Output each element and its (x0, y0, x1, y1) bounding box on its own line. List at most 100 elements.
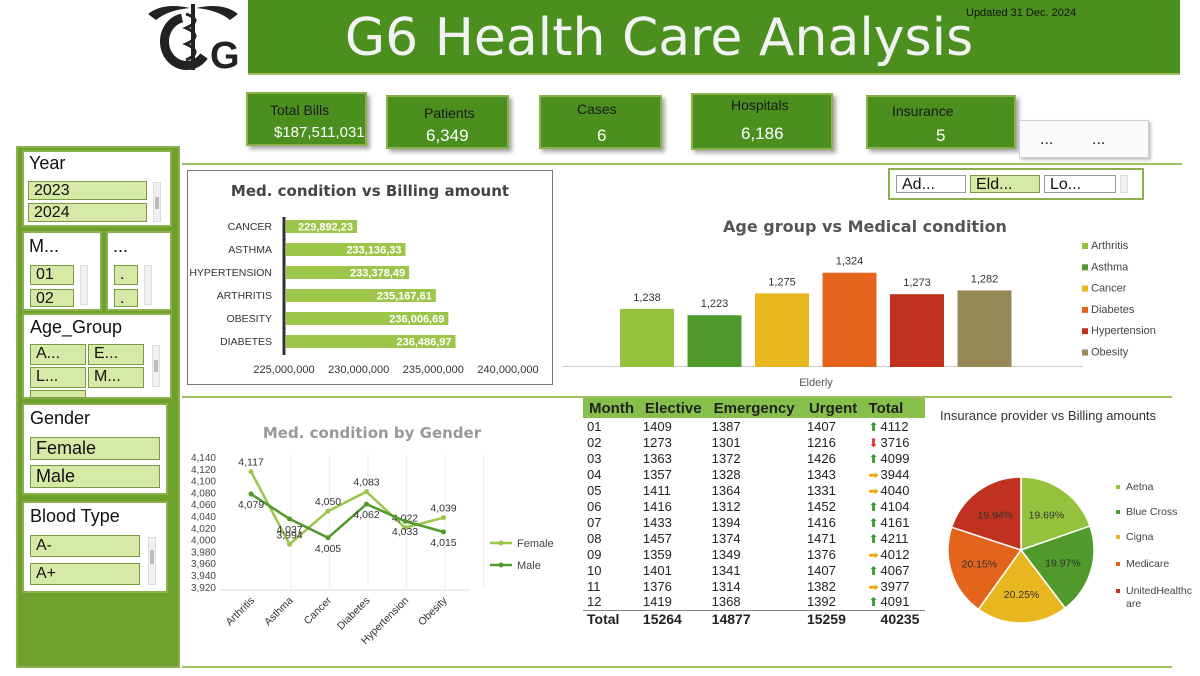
blood-type-scrollbar[interactable] (148, 537, 156, 585)
header-divider (248, 73, 1180, 75)
gender-point (441, 515, 446, 521)
cell-emergency: 1341 (711, 562, 741, 578)
month-chip[interactable]: 01 (30, 265, 74, 285)
col-header-month: Month (583, 398, 639, 418)
age-bar (687, 315, 742, 367)
gender-value-label: 4,117 (238, 457, 264, 469)
admission-chip[interactable]: Eld... (970, 175, 1040, 193)
day-chip[interactable]: . (114, 289, 138, 307)
month-chip[interactable]: 02 (30, 289, 74, 307)
extra-slicer-item[interactable]: ... (1040, 131, 1054, 148)
total-value: 4161 (880, 514, 910, 530)
gender-y-tick: 3,920 (191, 583, 216, 594)
age-bar (620, 308, 674, 367)
age-legend-swatch (1082, 243, 1088, 249)
billing-x-tick: 230,000,000 (328, 364, 389, 376)
extra-slicer[interactable]: ... ... (1019, 120, 1149, 158)
day-chip[interactable]: . (114, 265, 138, 285)
age-bar (822, 272, 877, 367)
cell-elective: 1416 (642, 498, 672, 514)
age-value-label: 1,282 (971, 273, 999, 285)
total-value: 3716 (880, 434, 910, 450)
day-scrollbar[interactable] (144, 265, 152, 305)
cell-total: ⬆ 4091 (863, 594, 925, 610)
age-group-chip[interactable]: A... (30, 344, 86, 365)
age-group-chip[interactable]: L... (30, 367, 86, 388)
kpi-value: 6,349 (426, 126, 469, 145)
age-group-chip-more[interactable] (30, 390, 86, 398)
gender-legend-marker (498, 562, 504, 568)
day-slicer: ... . . (106, 231, 172, 311)
pie-slice (950, 476, 1022, 552)
gender-y-tick: 3,960 (191, 559, 216, 570)
arrow-up-icon: ⬆ (868, 531, 879, 546)
cell-month: 01 (587, 418, 602, 434)
gender-point (364, 501, 369, 507)
gender-value-label: 3,994 (276, 529, 302, 541)
section-divider (182, 396, 1172, 398)
billing-value-label: 229,892,23 (298, 222, 353, 234)
year-chip[interactable]: 2023 (28, 181, 147, 200)
admission-type-slicer[interactable]: Ad... Eld... Lo... (888, 168, 1144, 200)
arrow-right-icon: ➡ (868, 547, 879, 562)
total-value: 4012 (880, 546, 910, 562)
billing-bar (286, 312, 449, 325)
gender-chip-female[interactable]: Female (30, 437, 160, 460)
billing-category-label: DIABETES (220, 336, 272, 348)
billing-x-tick: 240,000,000 (477, 364, 538, 376)
cell-urgent: 1331 (806, 482, 836, 498)
cell-elective: 1363 (642, 450, 672, 466)
admission-chip[interactable]: Lo... (1044, 175, 1116, 193)
month-scrollbar[interactable] (80, 265, 88, 305)
year-scrollbar[interactable] (153, 182, 161, 222)
gender-point (441, 529, 446, 535)
gender-chip-male[interactable]: Male (30, 465, 160, 488)
gender-chart-title: Med. condition by Gender (262, 424, 482, 442)
kpi-value: 6,186 (741, 124, 784, 143)
total-cell: 40235 (862, 609, 925, 627)
gender-value-label: 4,005 (315, 543, 341, 555)
total-value: 4091 (880, 594, 910, 610)
gender-value-label: 4,015 (430, 537, 456, 549)
admission-scrollbar[interactable] (1120, 175, 1128, 193)
admission-table: Month Elective Emergency Urgent Total 01… (583, 398, 925, 627)
cell-emergency: 1349 (711, 546, 741, 562)
cell-emergency: 1387 (711, 418, 741, 434)
extra-slicer-item[interactable]: ... (1092, 131, 1106, 148)
billing-chart: CANCER 229,892,23 ASTHMA 233,136,33 HYPERTEN… (189, 217, 539, 376)
billing-bar (286, 289, 436, 302)
logo: G (148, 4, 240, 72)
kpi-label: Insurance (892, 103, 954, 119)
gender-y-tick: 4,040 (191, 512, 216, 523)
cell-total: ⬆ 4099 (863, 450, 925, 466)
billing-x-tick: 235,000,000 (403, 364, 464, 376)
table-row: 11 1376 1314 1382 ➡ 3977 (583, 578, 925, 594)
table-row: 05 1411 1364 1331 ➡ 4040 (583, 482, 925, 498)
table-row: 03 1363 1372 1426 ⬆ 4099 (583, 450, 925, 466)
age-value-label: 1,223 (701, 298, 729, 310)
age-legend-label: Diabetes (1091, 304, 1135, 316)
blood-type-slicer-title: Blood Type (30, 506, 120, 526)
cell-elective: 1359 (642, 546, 672, 562)
arrow-right-icon: ➡ (868, 579, 879, 594)
pie-slice (977, 548, 1067, 624)
age-group-scrollbar[interactable] (152, 345, 160, 387)
page-title: G6 Health Care Analysis (344, 8, 974, 68)
year-chip[interactable]: 2024 (28, 203, 147, 222)
age-group-chip[interactable]: M... (88, 367, 144, 388)
cell-urgent: 1382 (806, 578, 836, 594)
arrow-up-icon: ⬆ (868, 419, 879, 434)
total-cell: 15264 (638, 609, 708, 627)
gender-x-tick: Cancer (302, 594, 335, 627)
blood-type-chip[interactable]: A- (30, 535, 140, 557)
admission-chip[interactable]: Ad... (896, 175, 966, 193)
age-group-chip[interactable]: E... (88, 344, 144, 365)
cell-elective: 1457 (642, 530, 672, 546)
kpi-insurance: Insurance 5 (866, 95, 1016, 149)
gender-y-tick: 4,020 (191, 524, 216, 535)
blood-type-chip[interactable]: A+ (30, 563, 140, 585)
pie-legend-label: Medicare (1126, 558, 1169, 570)
cell-elective: 1433 (642, 514, 672, 530)
cell-total: ⬇ 3716 (863, 434, 925, 450)
age-value-label: 1,324 (836, 256, 864, 268)
